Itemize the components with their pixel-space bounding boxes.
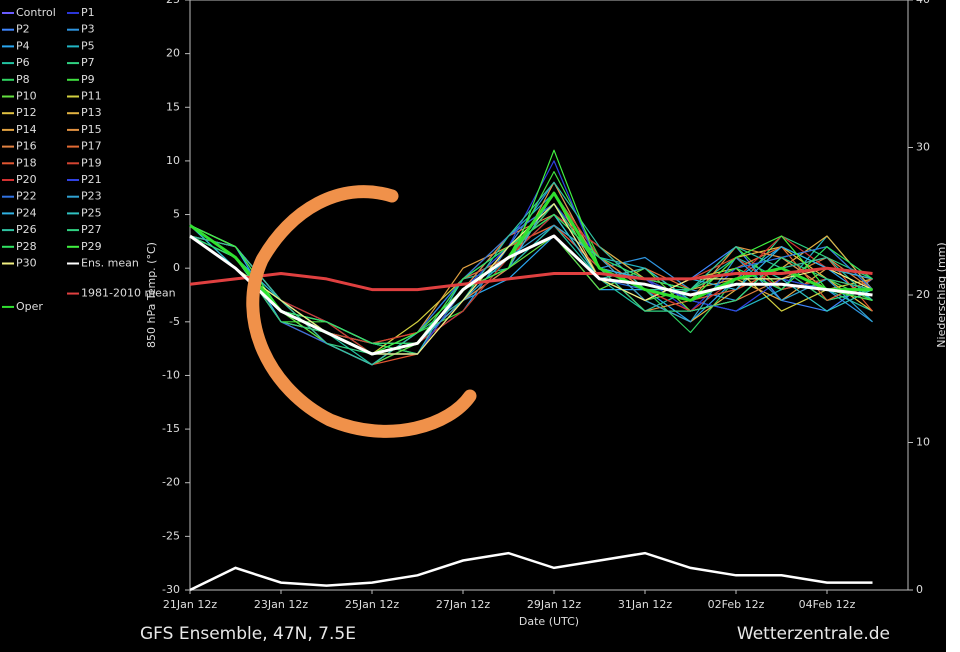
x-tick-label: 02Feb 12z	[708, 598, 765, 611]
y2-tick-label: 30	[916, 141, 930, 154]
x-tick-label: 25Jan 12z	[345, 598, 399, 611]
x-tick-label: 29Jan 12z	[527, 598, 581, 611]
y2-tick-label: 10	[916, 436, 930, 449]
legend-label: P2	[16, 23, 30, 36]
legend-label: 1981-2010 mean	[81, 287, 176, 300]
legend-label: P27	[81, 223, 102, 236]
legend-label: P25	[81, 206, 102, 219]
legend-label: P15	[81, 123, 102, 136]
legend-label: P30	[16, 257, 37, 270]
y-tick-label: 5	[173, 208, 180, 221]
annotation-circle	[246, 185, 477, 438]
legend-label: P6	[16, 56, 30, 69]
legend-label: P29	[81, 240, 102, 253]
legend-label: P8	[16, 73, 30, 86]
x-axis-label: Date (UTC)	[519, 615, 579, 628]
legend-label: P19	[81, 156, 102, 169]
legend-label: P7	[81, 56, 95, 69]
legend-label: P12	[16, 106, 37, 119]
plot	[189, 149, 873, 592]
y2-tick-label: 0	[916, 583, 923, 596]
y2-tick-label: 20	[916, 288, 930, 301]
y-tick-label: -15	[162, 422, 180, 435]
legend-label: P3	[81, 23, 95, 36]
series-line	[189, 266, 873, 292]
legend-label: P14	[16, 123, 37, 136]
legend-label: Control	[16, 6, 56, 19]
edge	[946, 0, 960, 652]
legend-label: Oper	[16, 300, 43, 313]
y2-axis-label: Niederschlag (mm)	[935, 242, 948, 347]
series-line	[189, 224, 873, 355]
y-tick-label: 10	[166, 154, 180, 167]
legend-label: P16	[16, 140, 37, 153]
source: Wetterzentrale.de	[737, 624, 890, 644]
legend-label: P20	[16, 173, 37, 186]
x-tick-label: 21Jan 12z	[163, 598, 217, 611]
series-line	[189, 203, 873, 366]
y-tick-label: -10	[162, 368, 180, 381]
legend-label: P26	[16, 223, 37, 236]
legend-label: P13	[81, 106, 102, 119]
y-tick-label: -20	[162, 476, 180, 489]
legend-label: P10	[16, 90, 37, 103]
legend-label: P18	[16, 156, 37, 169]
y-tick-label: -30	[162, 583, 180, 596]
x-tick-label: 31Jan 12z	[618, 598, 672, 611]
legend-label: P1	[81, 6, 95, 19]
legend-label: Ens. mean	[81, 257, 139, 270]
legend-label: P17	[81, 140, 102, 153]
y-tick-label: -5	[169, 315, 180, 328]
series-line	[189, 234, 873, 356]
legend-label: P21	[81, 173, 102, 186]
y-tick-label: 25	[166, 0, 180, 6]
y2-tick-label: 40	[916, 0, 930, 6]
legend-label: P11	[81, 90, 102, 103]
legend-label: P4	[16, 39, 30, 52]
legend-label: P24	[16, 206, 37, 219]
chart-title: GFS Ensemble, 47N, 7.5E	[140, 624, 356, 644]
legend-label: P22	[16, 190, 37, 203]
y-axis-label: 850 hPa Temp. (°C)	[145, 242, 158, 348]
legend-label: P9	[81, 73, 95, 86]
x-tick-label: 23Jan 12z	[254, 598, 308, 611]
plot-frame	[189, 0, 909, 591]
legend-label: P23	[81, 190, 102, 203]
legend-label: P5	[81, 39, 95, 52]
legend-label: P28	[16, 240, 37, 253]
x-tick-label: 27Jan 12z	[436, 598, 490, 611]
precipitation-line	[189, 551, 873, 592]
y-tick-label: 0	[173, 261, 180, 274]
y-tick-label: 20	[166, 47, 180, 60]
x-tick-label: 04Feb 12z	[799, 598, 856, 611]
y-tick-label: 15	[166, 100, 180, 113]
y-tick-label: -25	[162, 529, 180, 542]
